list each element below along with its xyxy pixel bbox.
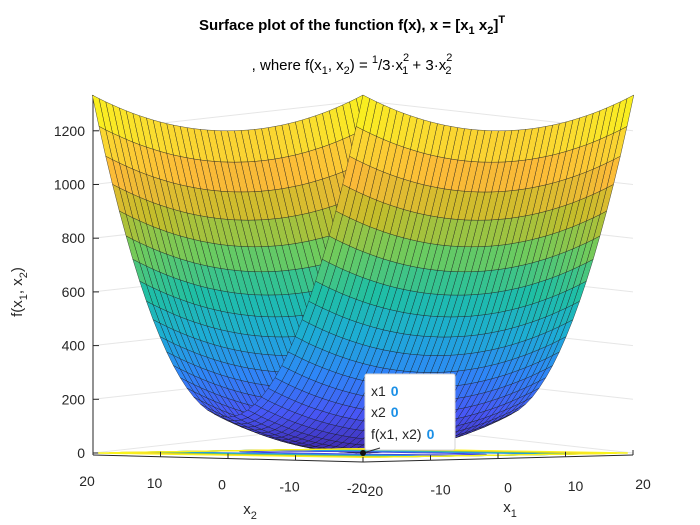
x2-tick-label: 20	[79, 473, 95, 489]
z-tick-label: 400	[62, 338, 86, 354]
datatip-box	[364, 373, 456, 451]
datatip-row-x2: x2 0	[371, 404, 399, 420]
title-line-2: , where f(x1, x2) = 1/3·x2 1 + 3·x2 2	[252, 52, 453, 77]
x2-tick-label: 0	[218, 477, 226, 493]
x1-tick-label: -10	[430, 481, 450, 497]
x1-tick-label: -20	[363, 483, 383, 499]
x2-tick-label: 10	[147, 475, 163, 491]
x2-axis-label: x2	[243, 501, 257, 522]
floor-contour	[98, 448, 628, 458]
z-tick-label: 200	[62, 391, 86, 407]
datatip-marker[interactable]	[360, 450, 366, 456]
x2-tick-label: -20	[347, 480, 367, 496]
surface-cell	[355, 94, 371, 131]
z-tick-label: 600	[62, 284, 86, 300]
z-tick-label: 1000	[54, 177, 85, 193]
z-tick-label: 1200	[54, 123, 85, 139]
z-tick-label: 800	[62, 230, 86, 246]
x1-tick-label: 20	[635, 476, 651, 492]
datatip[interactable]: x1 0 x2 0 f(x1, x2) 0	[360, 373, 456, 456]
z-axis-label: f(x1, x2)	[9, 267, 30, 317]
axis-labels: x2 x1 f(x1, x2)	[9, 267, 517, 522]
x2-tick-label: -10	[279, 478, 299, 494]
datatip-row-f: f(x1, x2) 0	[371, 426, 435, 442]
chart-title: Surface plot of the function f(x), x = […	[199, 14, 505, 77]
x1-tick-label: 0	[504, 480, 512, 496]
z-tick-label: 0	[77, 445, 85, 461]
title-line-1: Surface plot of the function f(x), x = […	[199, 14, 505, 37]
datatip-row-x1: x1 0	[371, 383, 399, 399]
horizontal-axes: 20 10 0 -10 -20-20 -10 0 10 20	[79, 450, 651, 499]
x1-tick-label: 10	[568, 478, 584, 494]
surface-mesh[interactable]	[91, 94, 635, 454]
floor-contour-line	[98, 448, 628, 458]
z-axis: 0 200 400 600 800 1000 1200	[54, 95, 99, 461]
x1-axis-label: x1	[503, 499, 517, 520]
